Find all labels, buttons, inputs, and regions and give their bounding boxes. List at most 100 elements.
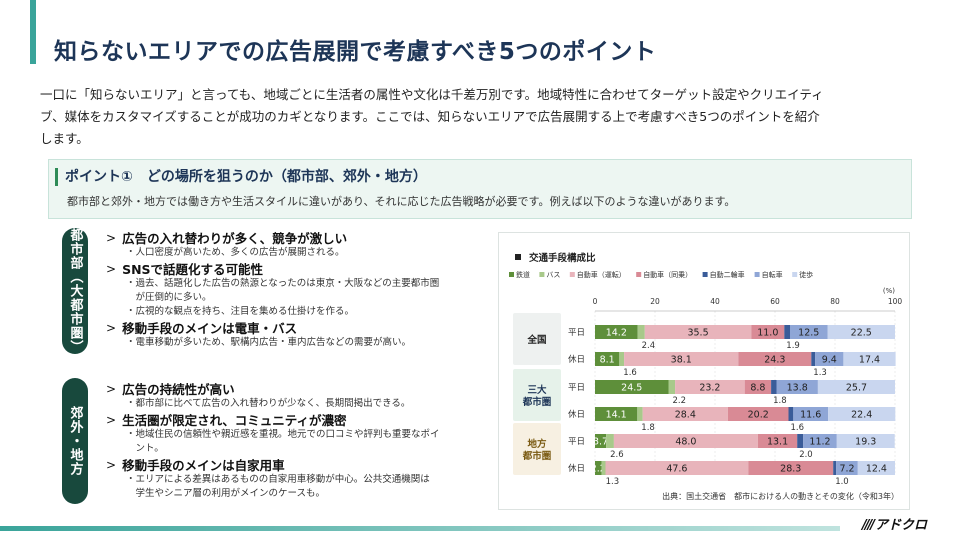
brand-logo: ////アドクロ [862, 514, 927, 533]
row-label: 平日 [568, 437, 585, 447]
group-box [513, 313, 561, 365]
legend-swatch [539, 272, 545, 277]
group-label: 全国 [526, 334, 546, 346]
bar-segment [788, 407, 794, 421]
point-accent-bar [55, 168, 58, 186]
legend-swatch [792, 272, 798, 277]
logo-mark-icon: //// [862, 518, 875, 533]
bar-segment [793, 407, 829, 421]
list-item: > SNSで話題化する可能性 ・過去、話題化した広告の熱源となったのは東京・大阪な… [106, 260, 486, 319]
bar-segment [637, 407, 643, 421]
data-label: 24.5 [621, 383, 642, 394]
chevron-right-icon: > [106, 381, 117, 396]
data-label: 8.1 [600, 355, 615, 366]
legend-swatch [509, 272, 514, 277]
bar-segment [857, 461, 895, 475]
data-label: 24.3 [764, 355, 785, 366]
transport-chart: 交通手段構成比 鉄道 バス 自動車（運転） 自動車（同乗） 自動二輪車 自転車 徒歩 (%) 0 2… [498, 232, 910, 510]
bar-segment [619, 352, 625, 366]
chevron-right-icon: > [106, 230, 117, 245]
item-heading: 移動手段のメインは電車・バス [122, 321, 298, 336]
item-note: ・エリアによる差異はあるものの自家用車移動が中心。公共交通機関は [126, 474, 430, 485]
data-label: 7.2 [839, 464, 854, 475]
bar-segment [624, 352, 739, 366]
bar-segment [771, 380, 777, 394]
bar-segment [601, 461, 606, 475]
x-tick-label: 20 [650, 297, 660, 306]
bar-segment [833, 461, 837, 475]
chevron-right-icon: > [106, 457, 117, 472]
bar-segment [817, 380, 895, 394]
chevron-right-icon: > [106, 412, 117, 427]
data-label: 25.7 [846, 383, 867, 394]
bar-segment [790, 325, 828, 339]
x-tick-label: 100 [888, 297, 903, 306]
item-note: ・過去、話題化した広告の熱源となったのは東京・大阪などの主要都市圏 [126, 278, 440, 289]
list-item: > 広告の持続性が高い ・都市部に比べて広告の入れ替わりが少なく、長期間掲出できる… [106, 380, 486, 411]
data-label: 13.8 [787, 383, 808, 394]
bar-segment [815, 352, 844, 366]
legend-label: 徒歩 [799, 270, 813, 279]
bar-segment [797, 434, 804, 448]
bar-segment [595, 434, 607, 448]
bar-segment [595, 325, 638, 339]
data-label: 11.6 [800, 410, 821, 421]
urban-label-pill: 都市部（大都市圏） [62, 228, 88, 354]
group-label: 都市圏 [522, 450, 552, 462]
row-label: 休日 [568, 409, 585, 420]
bar-segment [748, 461, 834, 475]
data-label: 12.5 [798, 328, 819, 339]
bar-segment [836, 434, 895, 448]
data-label: 17.4 [859, 355, 880, 366]
data-label: 2.2 [591, 464, 606, 475]
chart-title-marker [515, 254, 521, 260]
data-label: 1.8 [773, 396, 787, 406]
data-label: 47.6 [666, 464, 687, 475]
item-note: ・電車移動が多いため、駅構内広告・車内広告などの需要が高い。 [126, 337, 412, 348]
data-label: 19.3 [855, 437, 876, 448]
item-note: 学生やシニア層の利用がメインのケースも。 [126, 488, 326, 499]
bar-segment [613, 434, 758, 448]
bar-segment [644, 325, 752, 339]
rural-points-list: > 広告の持続性が高い ・都市部に比べて広告の入れ替わりが少なく、長期間掲出できる… [106, 380, 486, 501]
legend-label: バス [546, 271, 560, 279]
bar-segment [776, 380, 818, 394]
data-label: 13.1 [767, 437, 788, 448]
row-label: 平日 [568, 328, 585, 338]
legend-label: 自動二輪車 [710, 270, 745, 279]
data-label: 28.3 [780, 464, 801, 475]
list-item: > 移動手段のメインは電車・バス ・電車移動が多いため、駅構内広告・車内広告などの… [106, 319, 486, 350]
intro-line-2: ブ、媒体をカスタマイズすることが成功のカギとなります。ここでは、知らないエリアで… [40, 109, 820, 124]
list-item: > 移動手段のメインは自家用車 ・エリアによる差異はあるものの自家用車移動が中心。… [106, 456, 486, 501]
legend-swatch [569, 272, 575, 277]
data-label: 14.1 [606, 410, 627, 421]
point-description: 都市部と郊外・地方では働き方や生活スタイルに違いがあり、それに応じた広告戦略が必… [67, 195, 736, 208]
axis-unit: (%) [883, 287, 895, 295]
item-note: ント。 [126, 443, 164, 454]
bar-segment [637, 325, 645, 339]
item-heading: 生活圏が限定され、コミュニティが濃密 [122, 413, 347, 428]
bar-segment [606, 434, 614, 448]
data-label: 9.4 [822, 355, 837, 366]
data-label: 38.1 [671, 355, 692, 366]
item-heading: 広告の入れ替わりが多く、競争が激しい [122, 231, 348, 246]
list-item: > 広告の入れ替わりが多く、競争が激しい ・人口密度が高いため、多くの広告が展開さ… [106, 229, 486, 260]
intro-paragraph: 一口に「知らないエリア」と言っても、地域ごとに生活者の属性や文化は千差万別です。… [40, 84, 900, 150]
x-tick-label: 80 [830, 297, 840, 306]
point-title: ポイント① どの場所を狙うのか（都市部、郊外・地方） [65, 169, 427, 185]
bar-segment [784, 325, 790, 339]
data-label: 2.0 [799, 450, 813, 460]
bar-segment [642, 407, 728, 421]
group-label: 都市圏 [522, 396, 552, 408]
data-label: 3.7 [593, 437, 608, 448]
bar-segment [595, 380, 669, 394]
bar-segment [827, 325, 895, 339]
item-note: が圧倒的に多い。 [126, 292, 212, 303]
legend-swatch [636, 272, 642, 277]
row-label: 平日 [568, 383, 585, 393]
bar-segment [828, 407, 896, 421]
bar-segment [836, 461, 858, 475]
bar-segment [843, 352, 896, 366]
item-note: ・地域住民の信頼性や親近感を重視。地元での口コミや評判も重要なポイ [126, 429, 440, 440]
page-title: 知らないエリアでの広告展開で考慮すべき5つのポイント [54, 39, 657, 65]
